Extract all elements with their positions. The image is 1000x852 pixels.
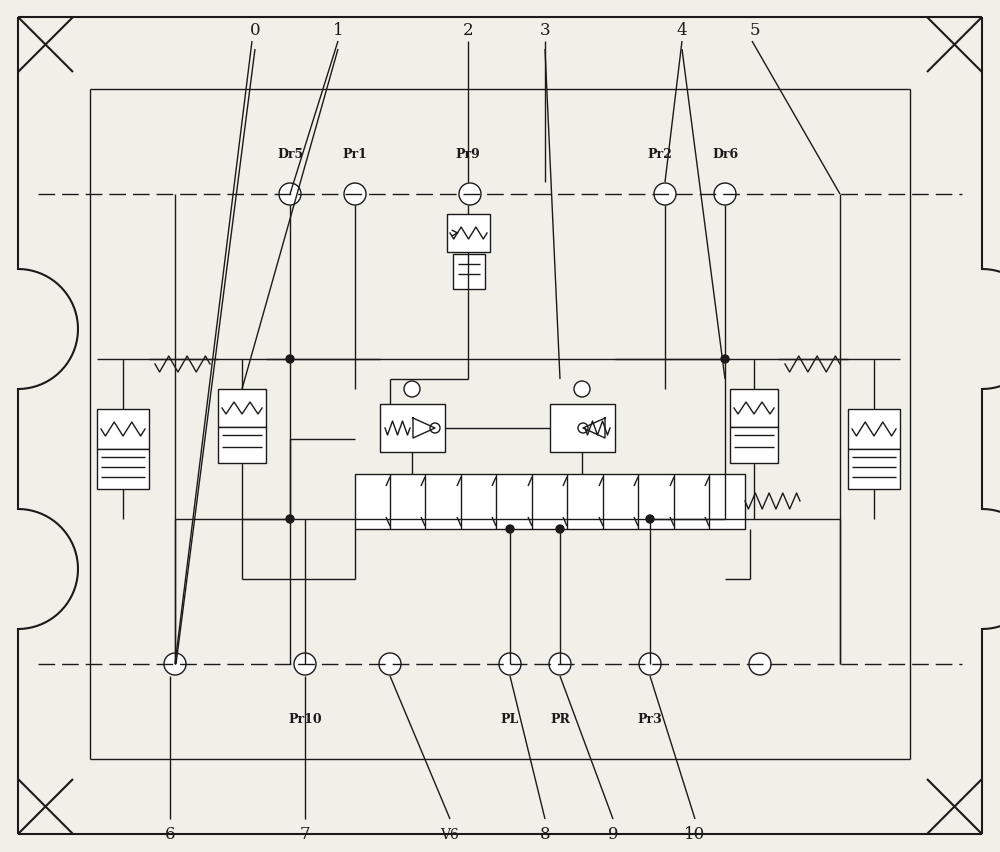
Text: Pr10: Pr10 [288, 712, 322, 726]
Text: 3: 3 [540, 21, 550, 38]
Circle shape [164, 653, 186, 675]
Circle shape [721, 355, 729, 364]
Text: Pr3: Pr3 [638, 712, 662, 726]
Circle shape [294, 653, 316, 675]
Circle shape [279, 184, 301, 206]
Text: 0: 0 [250, 21, 260, 38]
Bar [730, 389, 778, 428]
Bar [380, 405, 445, 452]
Circle shape [578, 423, 588, 434]
Text: 8: 8 [540, 826, 550, 843]
Bar [550, 405, 615, 452]
Bar [730, 428, 778, 463]
Text: 6: 6 [165, 826, 175, 843]
Circle shape [749, 653, 771, 675]
Circle shape [556, 526, 564, 533]
Bar [355, 475, 745, 529]
Text: 9: 9 [608, 826, 618, 843]
Polygon shape [583, 418, 605, 439]
Text: PL: PL [501, 712, 519, 726]
Text: Pr2: Pr2 [648, 148, 672, 161]
Circle shape [344, 184, 366, 206]
Text: Pr1: Pr1 [343, 148, 367, 161]
Bar [453, 255, 485, 290]
Circle shape [430, 423, 440, 434]
Circle shape [404, 382, 420, 398]
Circle shape [286, 515, 294, 523]
Bar [848, 450, 900, 489]
Text: 10: 10 [684, 826, 706, 843]
Circle shape [549, 653, 571, 675]
Bar [97, 410, 149, 450]
Text: 2: 2 [463, 21, 473, 38]
Circle shape [459, 184, 481, 206]
Text: Pr9: Pr9 [456, 148, 480, 161]
Text: 7: 7 [300, 826, 310, 843]
Bar [447, 215, 490, 253]
Circle shape [379, 653, 401, 675]
Circle shape [714, 184, 736, 206]
Text: PR: PR [550, 712, 570, 726]
Bar [848, 410, 900, 450]
Text: Dr5: Dr5 [277, 148, 303, 161]
Circle shape [499, 653, 521, 675]
Bar [97, 450, 149, 489]
Circle shape [574, 382, 590, 398]
Text: 5: 5 [750, 21, 760, 38]
Circle shape [286, 355, 294, 364]
Text: 4: 4 [677, 21, 687, 38]
Text: 1: 1 [333, 21, 343, 38]
Text: V6: V6 [441, 827, 459, 841]
Circle shape [654, 184, 676, 206]
Bar [218, 428, 266, 463]
Bar [218, 389, 266, 428]
Circle shape [506, 526, 514, 533]
Circle shape [639, 653, 661, 675]
Text: Dr6: Dr6 [712, 148, 738, 161]
Polygon shape [413, 418, 435, 439]
Circle shape [646, 515, 654, 523]
